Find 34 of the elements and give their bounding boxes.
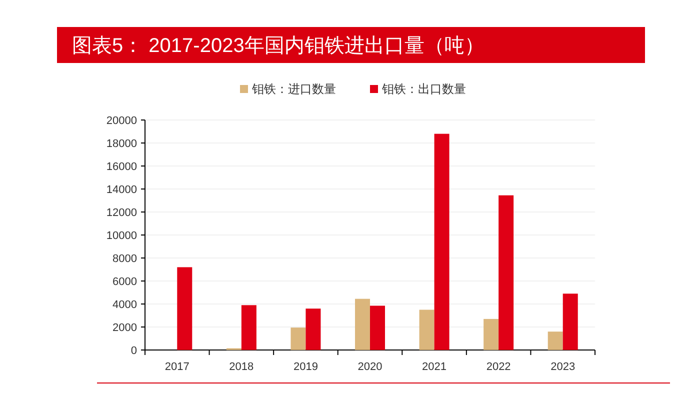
y-tick-label: 4000 [112, 299, 137, 311]
title: 图表5： 2017-2023年国内钼铁进出口量（吨） [57, 27, 645, 63]
x-tick-label: 2023 [550, 361, 576, 373]
x-tick-label: 2018 [229, 361, 254, 373]
y-tick-label: 10000 [106, 230, 137, 242]
x-tick-label: 2017 [164, 361, 190, 373]
y-tick-label: 12000 [106, 207, 137, 219]
bar [548, 332, 563, 350]
bar [484, 318, 499, 350]
x-tick-label: 2020 [358, 361, 382, 373]
bar [562, 294, 578, 350]
x-tick-label: 2021 [422, 361, 447, 373]
y-tick-label: 0 [130, 345, 137, 357]
bar [498, 195, 514, 350]
y-tick-label: 14000 [106, 184, 137, 196]
legend-label: 钼铁：出口数量 [381, 82, 466, 96]
legend-label: 钼铁：进口数量 [251, 82, 336, 96]
y-tick-label: 8000 [112, 253, 137, 265]
y-tick-label: 6000 [112, 276, 137, 288]
y-tick-label: 16000 [106, 161, 137, 173]
y-tick-label: 2000 [112, 322, 137, 334]
bar [419, 310, 434, 350]
bar [241, 305, 256, 350]
y-tick-label: 18000 [106, 138, 137, 150]
chart-title: 图表5： 2017-2023年国内钼铁进出口量（吨） [72, 35, 484, 57]
bar [177, 267, 192, 350]
x-tick-label: 2022 [486, 361, 511, 373]
bar [290, 328, 306, 350]
bar [434, 134, 450, 350]
x-tick-label: 2019 [293, 361, 318, 373]
bar [370, 306, 385, 350]
bar [306, 308, 321, 350]
bar [355, 298, 370, 350]
y-tick-label: 20000 [106, 115, 137, 127]
